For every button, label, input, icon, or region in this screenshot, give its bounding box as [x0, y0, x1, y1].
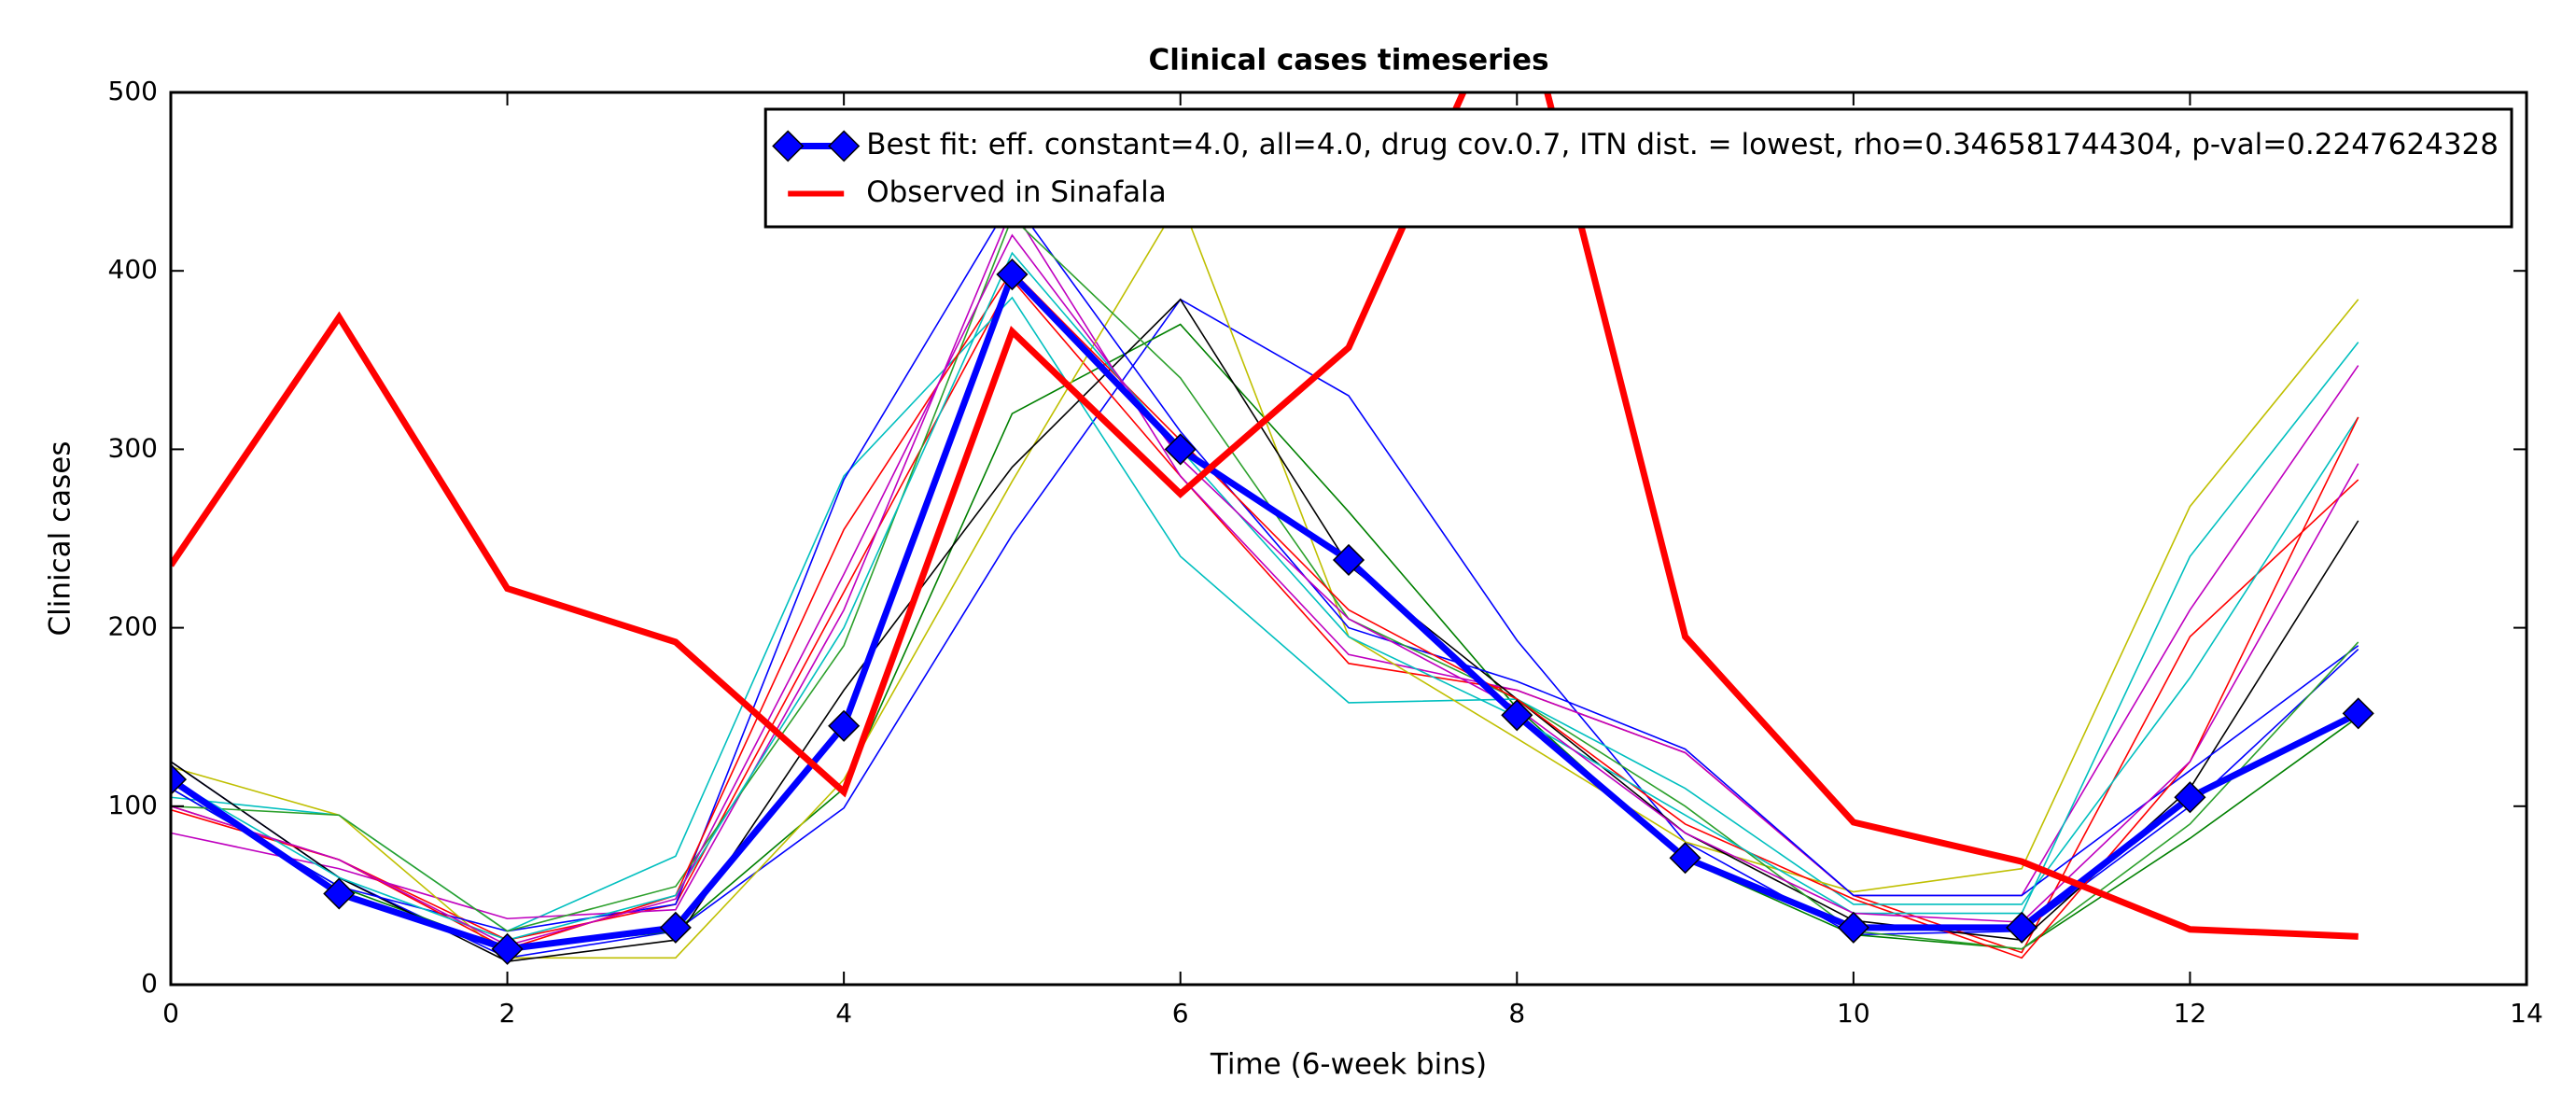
- x-tick-label: 10: [1837, 998, 1870, 1029]
- marker: [659, 911, 692, 944]
- x-tick-label: 12: [2174, 998, 2207, 1029]
- marker: [1837, 911, 1869, 944]
- marker: [828, 709, 861, 742]
- marker: [323, 877, 356, 910]
- marker: [2342, 697, 2374, 730]
- marker: [2006, 911, 2038, 944]
- y-tick-label: 200: [108, 611, 158, 642]
- legend: Best fit: eff. constant=4.0, all=4.0, dr…: [763, 107, 2513, 229]
- y-tick-label: 0: [141, 968, 158, 999]
- y-axis-label: Clinical cases: [44, 441, 77, 636]
- run-line: [171, 298, 2359, 962]
- x-tick-label: 6: [1172, 998, 1189, 1029]
- marker: [491, 932, 524, 965]
- legend-marker: [828, 130, 861, 162]
- plot-frame: [169, 91, 2528, 987]
- run-line: [171, 278, 2359, 954]
- x-tick-label: 0: [162, 998, 179, 1029]
- run-line: [171, 216, 2359, 950]
- series-line: [171, 92, 2359, 940]
- x-tick-label: 2: [499, 998, 516, 1029]
- chart-title: Clinical cases timeseries: [1148, 44, 1548, 77]
- plot-area: [171, 92, 2374, 965]
- y-tick-label: 400: [108, 254, 158, 285]
- axes: 0 2 4 6 8 10 12 14 0 100 200 300 400 500: [108, 76, 2543, 1029]
- marker: [996, 258, 1029, 291]
- series-line: [171, 268, 2360, 953]
- run-line: [171, 296, 2359, 932]
- marker: [1669, 842, 1701, 875]
- marker: [1332, 543, 1365, 577]
- legend-label: Best fit: eff. constant=4.0, all=4.0, dr…: [866, 128, 2499, 161]
- legend-marker: [772, 130, 805, 162]
- x-tick-label: 8: [1508, 998, 1525, 1029]
- x-axis-label: Time (6-week bins): [1210, 1048, 1487, 1082]
- run-line: [171, 298, 2359, 959]
- run-line: [171, 251, 2359, 942]
- legend-box: [763, 107, 2513, 229]
- y-tick-label: 300: [108, 432, 158, 463]
- x-tick-label: 14: [2510, 998, 2543, 1029]
- marker: [1164, 433, 1197, 466]
- legend-entries: Best fit: eff. constant=4.0, all=4.0, dr…: [772, 128, 2499, 209]
- marker: [171, 763, 188, 796]
- marker: [1501, 699, 1533, 732]
- marker: [2174, 781, 2206, 814]
- run-line: [171, 269, 2359, 959]
- y-tick-label: 500: [108, 76, 158, 106]
- legend-label: Observed in Sinafala: [866, 175, 1167, 209]
- run-line: [171, 233, 2359, 946]
- y-tick-label: 100: [108, 790, 158, 820]
- x-tick-label: 4: [835, 998, 852, 1029]
- run-line: [171, 198, 2359, 932]
